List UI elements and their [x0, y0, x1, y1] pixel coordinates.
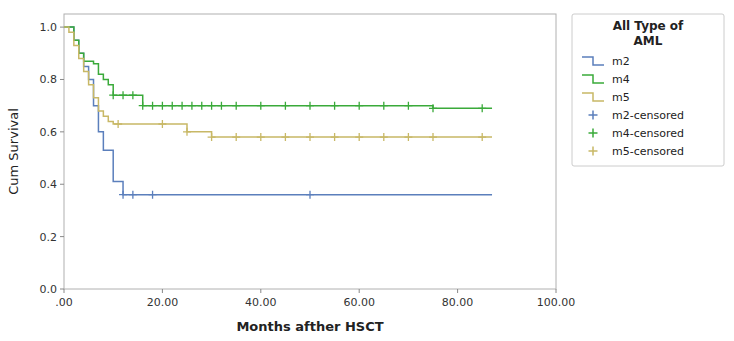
y-tick: [60, 27, 64, 28]
y-tick-label: 0.2: [40, 231, 58, 244]
censored-mark: [129, 191, 137, 199]
censored-mark: [158, 102, 166, 110]
x-tick: [64, 289, 65, 293]
censored-mark: [257, 133, 265, 141]
censored-mark: [217, 102, 225, 110]
x-tick-label: .00: [55, 296, 73, 309]
survival-line: [64, 27, 492, 137]
censored-mark: [355, 133, 363, 141]
legend-label: m5: [612, 91, 630, 104]
x-axis-label: Months afther HSCT: [236, 319, 383, 334]
censored-mark: [478, 104, 486, 112]
censored-mark: [281, 102, 289, 110]
y-axis: 0.0 0.2 0.4 0.6 0.8 1.0: [40, 21, 65, 296]
censored-mark: [109, 91, 117, 99]
censored-mark: [139, 102, 147, 110]
legend-handle: [582, 57, 604, 65]
censored-mark: [331, 102, 339, 110]
x-tick: [260, 289, 261, 293]
censored-mark: [281, 133, 289, 141]
legend-box: [572, 14, 724, 166]
legend-title: All Type ofAML: [613, 19, 684, 48]
x-axis: .00 20.00 40.00 60.00 80.00 100.00: [55, 289, 575, 309]
censored-mark: [232, 102, 240, 110]
y-tick: [60, 184, 64, 185]
legend: All Type ofAML m2 m4 m5 m2-censored m4-censor…: [572, 14, 724, 166]
censored-mark: [208, 133, 216, 141]
censored-mark: [114, 120, 122, 128]
y-tick-label: 0.6: [40, 126, 58, 139]
censored-mark: [178, 102, 186, 110]
censored-mark: [380, 133, 388, 141]
censored-mark: [149, 102, 157, 110]
censored-mark: [404, 133, 412, 141]
x-tick: [359, 289, 360, 293]
legend-handle: [589, 147, 598, 156]
x-tick-label: 60.00: [343, 296, 375, 309]
censored-mark: [429, 104, 437, 112]
y-tick: [60, 79, 64, 80]
censored-mark: [188, 102, 196, 110]
censored-mark: [355, 102, 363, 110]
legend-label: m4-censored: [612, 127, 684, 140]
censored-mark: [198, 102, 206, 110]
y-tick-label: 0.4: [40, 178, 58, 191]
legend-label: m5-censored: [612, 145, 684, 158]
censored-mark: [306, 191, 314, 199]
censored-mark: [306, 102, 314, 110]
y-tick-label: 1.0: [40, 21, 58, 34]
censored-mark: [149, 191, 157, 199]
legend-handle: [582, 93, 604, 101]
survival-line: [64, 27, 492, 108]
legend-handle: [582, 75, 604, 83]
censored-mark: [306, 133, 314, 141]
censored-mark: [478, 133, 486, 141]
x-tick: [162, 289, 163, 293]
x-tick: [457, 289, 458, 293]
censored-mark: [158, 120, 166, 128]
censored-mark: [208, 102, 216, 110]
x-tick-label: 40.00: [245, 296, 277, 309]
legend-label: m2-censored: [612, 109, 684, 122]
y-tick: [60, 289, 64, 290]
censored-mark: [404, 102, 412, 110]
x-tick-label: 80.00: [442, 296, 474, 309]
censored-mark: [232, 133, 240, 141]
y-tick: [60, 236, 64, 237]
censored-mark: [380, 102, 388, 110]
y-axis-label: Cum Survival: [6, 108, 21, 195]
y-tick-label: 0.0: [40, 283, 58, 296]
censored-mark: [129, 91, 137, 99]
y-tick: [60, 131, 64, 132]
censored-mark: [257, 102, 265, 110]
legend-label: m4: [612, 73, 630, 86]
censored-mark: [168, 102, 176, 110]
x-tick-label: 20.00: [147, 296, 179, 309]
legend-handle: [589, 129, 598, 138]
legend-handle: [589, 111, 598, 120]
x-tick-label: 100.00: [537, 296, 576, 309]
censored-mark: [119, 91, 127, 99]
censored-mark: [331, 133, 339, 141]
plot-data: [64, 27, 492, 199]
plot-frame: [64, 14, 556, 289]
legend-label: m2: [612, 55, 630, 68]
y-tick-label: 0.8: [40, 73, 58, 86]
survival-line: [64, 27, 492, 195]
censored-mark: [119, 191, 127, 199]
censored-mark: [183, 128, 191, 136]
x-tick: [556, 289, 557, 293]
censored-mark: [429, 133, 437, 141]
chart: .0020.0040.0060.0080.00100.000.00.20.40.…: [0, 0, 734, 341]
